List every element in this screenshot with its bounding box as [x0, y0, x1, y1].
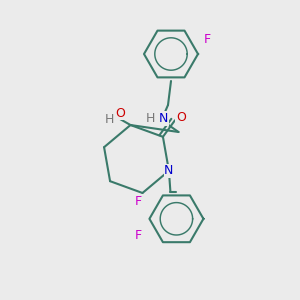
- Text: O: O: [176, 111, 186, 124]
- Text: N: N: [164, 164, 174, 177]
- Text: O: O: [115, 106, 125, 119]
- Text: F: F: [204, 33, 211, 46]
- Text: H: H: [105, 112, 114, 125]
- Text: N: N: [159, 112, 168, 125]
- Text: H: H: [145, 112, 155, 125]
- Text: F: F: [135, 195, 142, 208]
- Text: F: F: [134, 229, 142, 242]
